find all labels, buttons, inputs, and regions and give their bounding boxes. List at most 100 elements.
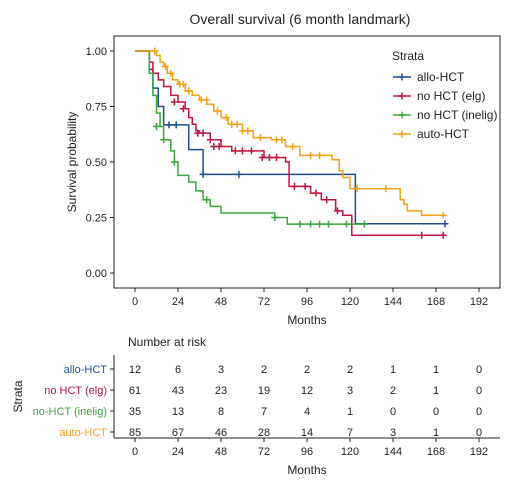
risk-count: 46: [215, 427, 227, 439]
censor-mark: [323, 196, 331, 204]
censor-mark: [316, 151, 324, 159]
censor-mark: [179, 80, 187, 88]
censor-mark: [165, 121, 173, 129]
risk-count: 3: [218, 364, 224, 376]
risk-count: 0: [476, 385, 482, 397]
legend-entry: auto-HCT: [417, 127, 470, 141]
censor-mark: [185, 87, 193, 95]
risk-count: 2: [390, 385, 396, 397]
censor-mark: [222, 114, 230, 122]
risk-count: 61: [129, 385, 141, 397]
risk-count: 7: [347, 427, 353, 439]
legend-marker: [398, 111, 406, 119]
x-tick-label: 24: [172, 296, 184, 308]
risk-x-tick-label: 48: [215, 446, 227, 458]
censor-mark: [167, 69, 175, 77]
censor-mark: [233, 120, 241, 128]
censor-mark: [161, 63, 169, 71]
y-axis-label: Survival probability: [65, 112, 79, 213]
risk-count: 0: [476, 364, 482, 376]
censor-mark: [333, 207, 341, 215]
legend-entry: no HCT (inelig): [417, 108, 497, 122]
censor-mark: [172, 121, 180, 129]
risk-count: 7: [261, 406, 267, 418]
series-line: [135, 50, 444, 237]
censor-mark: [203, 96, 211, 104]
km-plot: 0 24 48 72 96 120 144 168 192 0.00 0.25 0.50 0.75 1.0…: [65, 35, 501, 327]
censor-mark: [247, 147, 255, 155]
censor-mark: [439, 231, 447, 239]
censor-mark: [342, 220, 350, 228]
x-tick-label: 144: [384, 296, 402, 308]
risk-count: 28: [258, 427, 270, 439]
chart-title: Overall survival (6 month landmark): [190, 11, 411, 27]
censor-mark: [231, 147, 239, 155]
risk-count: 0: [476, 406, 482, 418]
risk-count: 12: [301, 385, 313, 397]
x-tick-label: 0: [132, 296, 138, 308]
risk-count: 19: [258, 385, 270, 397]
risk-x-tick-label: 72: [258, 446, 270, 458]
risk-row-label: allo-HCT: [64, 364, 108, 376]
censor-mark: [289, 142, 297, 150]
censor-mark: [441, 220, 449, 228]
risk-row-label: no HCT (elg): [44, 385, 107, 397]
series-line: [135, 50, 444, 217]
censor-mark: [213, 107, 221, 115]
risk-x-tick-label: 168: [427, 446, 445, 458]
censor-mark: [301, 182, 309, 190]
x-tick-label: 48: [215, 296, 227, 308]
censor-mark: [153, 122, 160, 130]
legend-marker: [398, 130, 406, 138]
censor-mark: [199, 170, 207, 178]
legend-marker: [398, 73, 406, 81]
risk-count: 12: [129, 364, 141, 376]
risk-row-label: no-HCT (inelig): [33, 406, 107, 418]
risk-y-axis-label: Strata: [11, 380, 25, 412]
risk-count: 3: [347, 385, 353, 397]
censor-mark: [271, 214, 279, 221]
series-line: [135, 50, 365, 225]
censor-mark: [273, 154, 281, 162]
legend-title: Strata: [392, 49, 424, 63]
risk-count: 0: [390, 406, 396, 418]
y-tick-label: 0.00: [86, 268, 107, 280]
y-tick-label: 1.00: [86, 46, 107, 58]
censor-mark: [215, 142, 223, 150]
risk-count: 0: [433, 406, 439, 418]
censor-mark: [151, 47, 159, 55]
risk-count: 8: [218, 406, 224, 418]
censor-mark: [256, 134, 264, 142]
risk-count: 23: [215, 385, 227, 397]
censor-mark: [203, 196, 211, 204]
series-3: [135, 47, 447, 219]
censor-mark: [160, 136, 168, 144]
censor-mark: [353, 185, 361, 193]
legend: Strata allo-HCT no HCT (elg) no HCT (inelig…: [392, 49, 497, 141]
risk-count: 13: [172, 406, 184, 418]
legend-entry: allo-HCT: [417, 70, 465, 84]
censor-mark: [179, 105, 187, 113]
risk-count: 1: [347, 406, 353, 418]
censor-mark: [382, 185, 390, 193]
risk-table-title: Number at risk: [128, 335, 207, 349]
risk-count: 2: [261, 364, 267, 376]
risk-x-tick-label: 24: [172, 446, 184, 458]
risk-count: 35: [129, 406, 141, 418]
risk-count: 3: [390, 427, 396, 439]
y-tick-label: 0.75: [86, 102, 107, 114]
censor-mark: [278, 136, 286, 144]
x-tick-label: 96: [301, 296, 313, 308]
legend-entry: no HCT (elg): [417, 89, 485, 103]
series-2: [135, 50, 368, 228]
censor-mark: [290, 182, 298, 190]
legend-marker: [398, 92, 406, 100]
risk-x-axis-label: Months: [287, 463, 326, 477]
censor-mark: [199, 129, 207, 137]
censor-mark: [307, 151, 315, 159]
x-tick-label: 168: [427, 296, 445, 308]
censor-mark: [439, 211, 447, 219]
x-tick-label: 120: [341, 296, 359, 308]
risk-x-tick-label: 192: [470, 446, 488, 458]
